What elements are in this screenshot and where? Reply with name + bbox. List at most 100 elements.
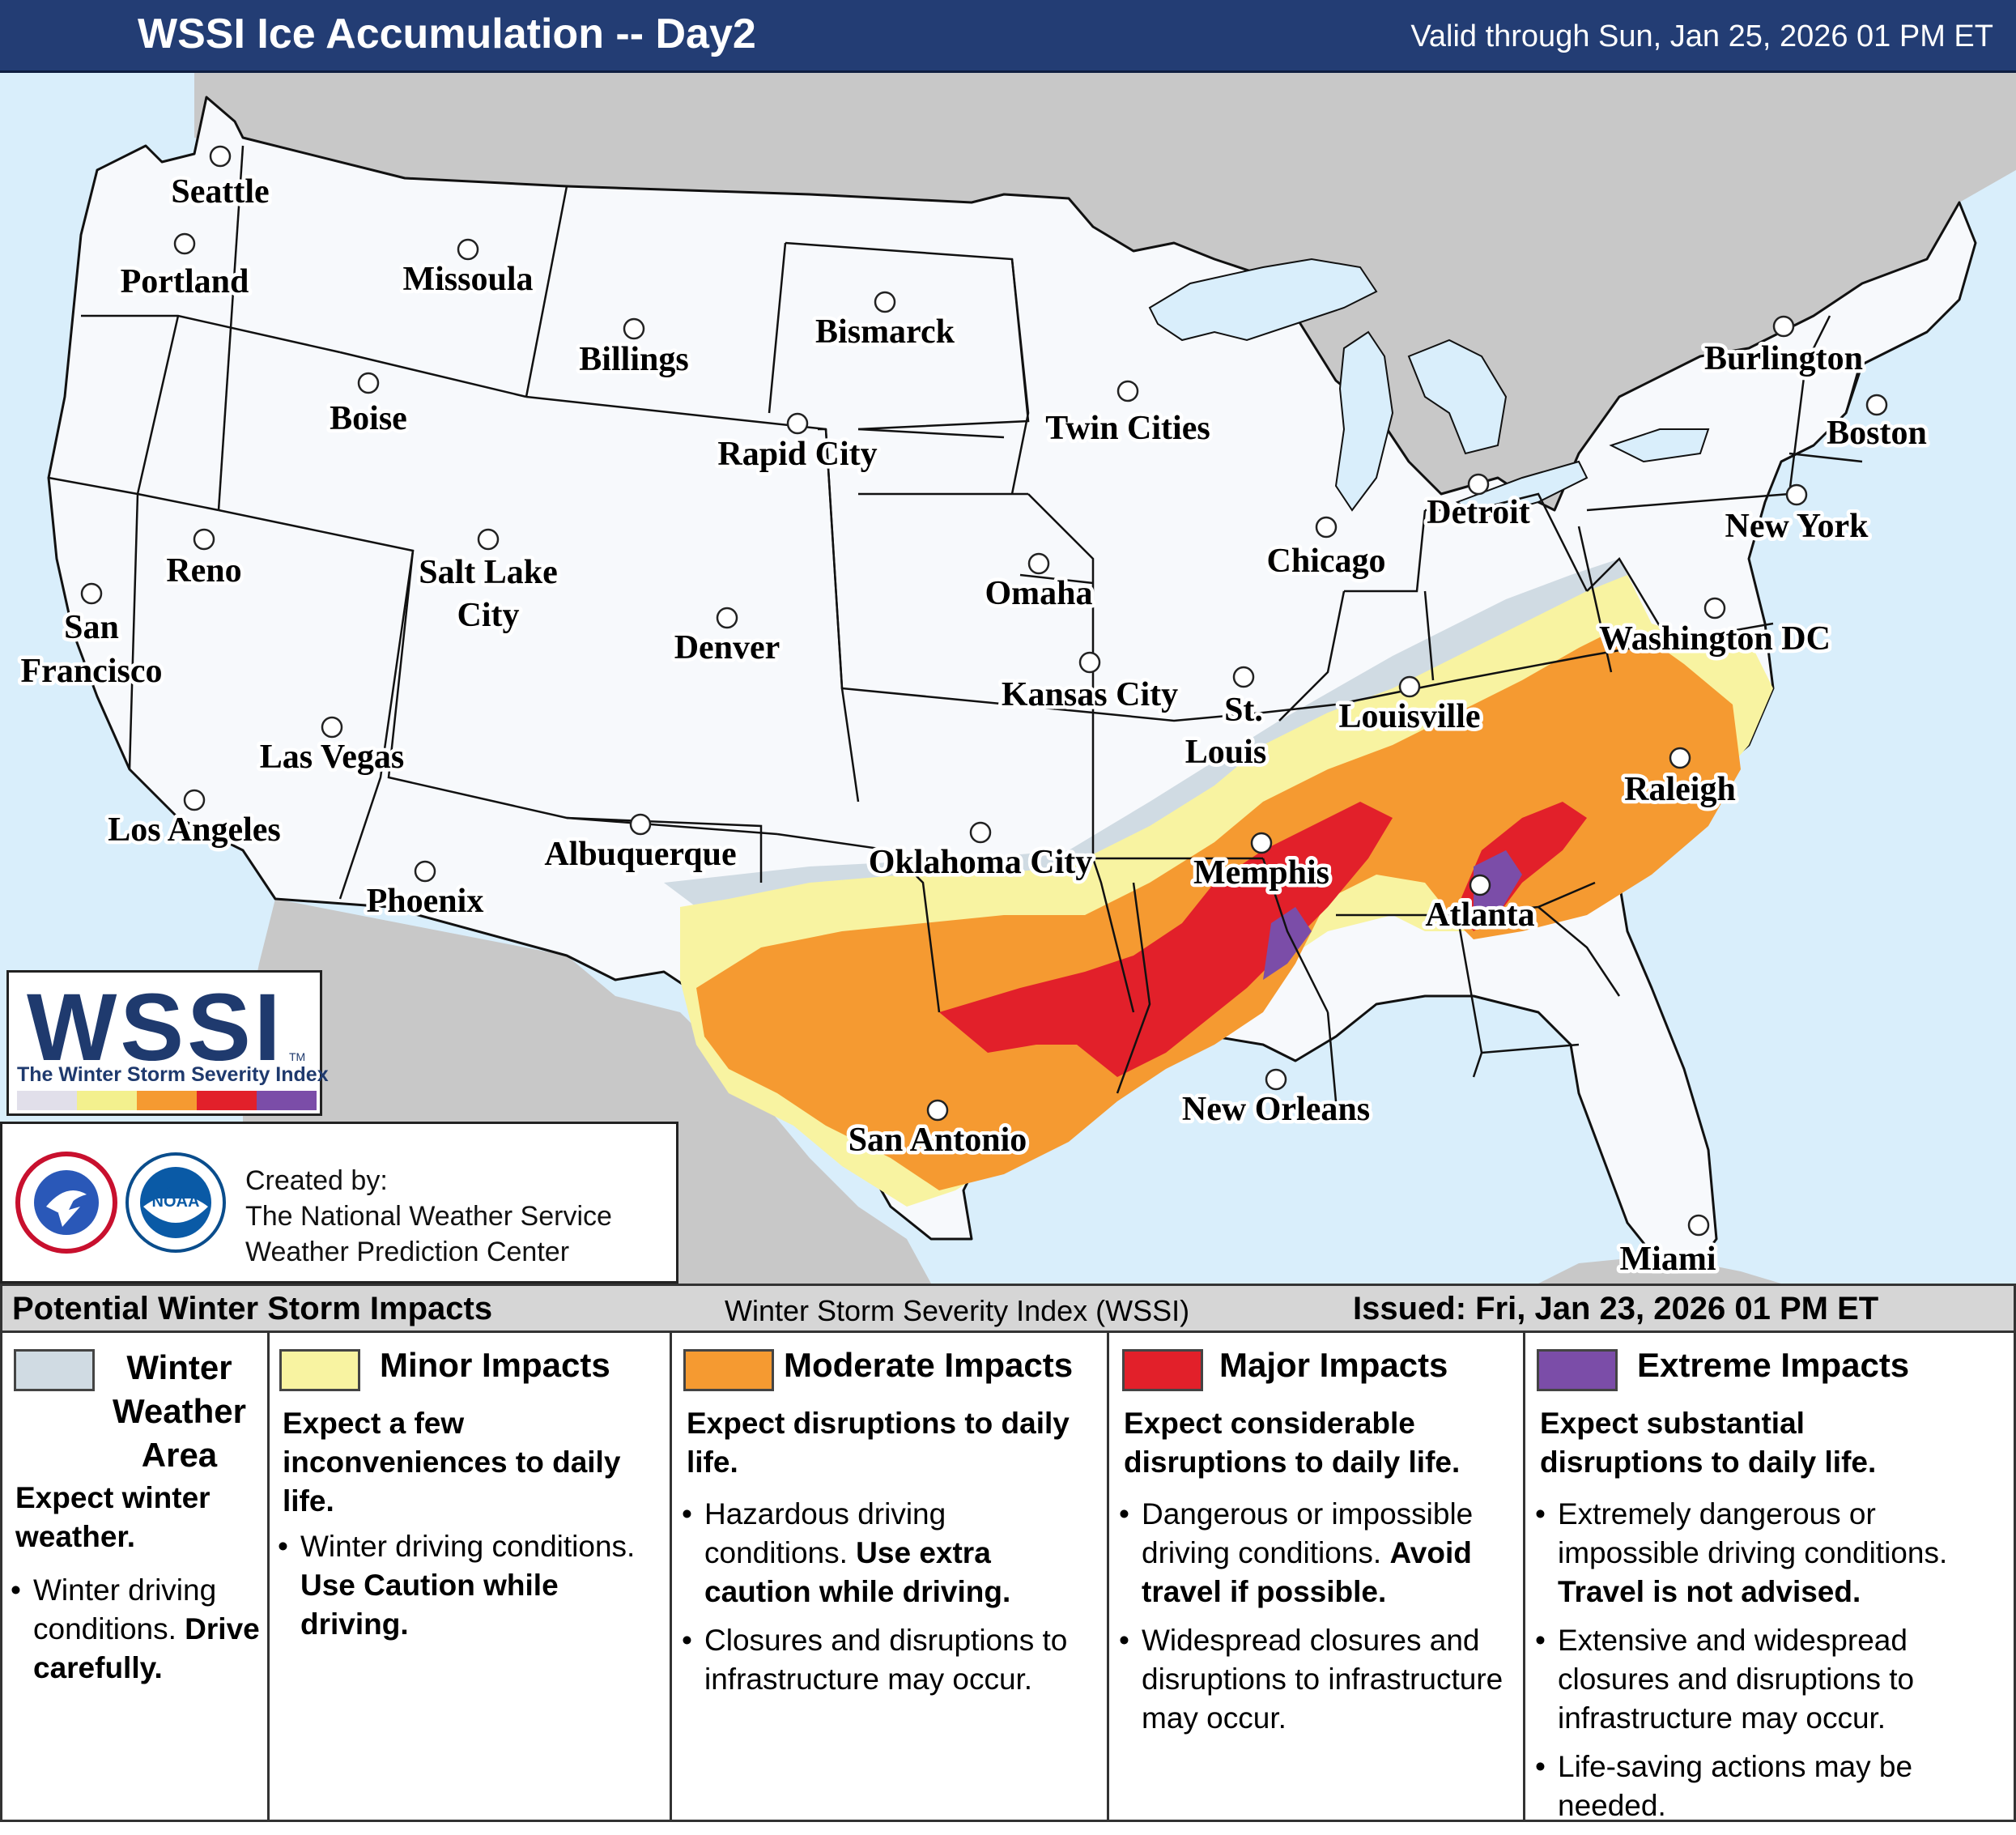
city-marker: Salt Lake City bbox=[415, 528, 561, 638]
svg-text:Kansas City: Kansas City bbox=[1002, 676, 1178, 713]
city-marker: Billings bbox=[576, 317, 692, 382]
great-lake-erie bbox=[1455, 460, 1589, 520]
svg-text:New Orleans: New Orleans bbox=[1182, 1091, 1370, 1128]
svg-text:Phoenix: Phoenix bbox=[367, 883, 484, 920]
great-lake-superior bbox=[1148, 258, 1378, 342]
city-marker: Washington DC bbox=[1596, 597, 1834, 662]
legend-desc-major: Expect considerable disruptions to daily… bbox=[1124, 1407, 1461, 1479]
legend-bullets-winter-weather: Winter driving conditions. Drive careful… bbox=[11, 1571, 270, 1697]
svg-text:Louis: Louis bbox=[1185, 734, 1266, 771]
extreme-impact-zone bbox=[1474, 850, 1522, 923]
legend-bullet: Hazardous driving conditions. Use extra … bbox=[682, 1495, 1095, 1611]
svg-text:Detroit: Detroit bbox=[1427, 494, 1530, 531]
city-marker: Portland bbox=[117, 232, 253, 304]
city-marker: Omaha bbox=[981, 552, 1096, 616]
city-marker: Raleigh bbox=[1621, 747, 1739, 812]
city-marker: New Orleans bbox=[1178, 1068, 1374, 1132]
city-marker: Miami bbox=[1616, 1214, 1720, 1282]
city-marker: Bismarck bbox=[812, 291, 959, 355]
svg-text:Washington DC: Washington DC bbox=[1599, 620, 1831, 658]
legend-title-extreme: Extreme Impacts bbox=[1637, 1346, 1910, 1384]
city-marker: Los Angeles bbox=[104, 789, 284, 853]
city-marker: Rapid City bbox=[714, 412, 881, 477]
city-marker: Twin Cities bbox=[1042, 380, 1214, 451]
ice-impact-zones bbox=[664, 559, 1773, 1207]
legend-col-winter-weather: Winter Weather Area Expect winter weathe… bbox=[2, 1333, 270, 1822]
city-marker: Missoula bbox=[399, 238, 537, 302]
legend-bullet: Closures and disruptions to infrastructu… bbox=[682, 1621, 1095, 1699]
extreme-impact-zone-memphis bbox=[1263, 907, 1312, 980]
svg-text:Oklahoma City: Oklahoma City bbox=[869, 844, 1093, 881]
legend-desc-extreme: Expect substantial disruptions to daily … bbox=[1540, 1407, 1877, 1479]
credit-line-2: The National Weather Service bbox=[245, 1201, 612, 1232]
swatch-minor bbox=[279, 1349, 360, 1391]
svg-text:Louisville: Louisville bbox=[1338, 698, 1480, 735]
nws-logo-icon bbox=[15, 1152, 117, 1254]
major-impact-zone bbox=[939, 802, 1393, 1077]
legend-bullets-extreme: Extremely dangerous or impossible drivin… bbox=[1535, 1495, 2005, 1835]
agency-logos: NOAA bbox=[14, 1150, 232, 1259]
svg-text:New York: New York bbox=[1725, 508, 1869, 545]
legend-bullet: Winter driving conditions. Use Caution w… bbox=[278, 1527, 666, 1644]
legend-title-major: Major Impacts bbox=[1219, 1346, 1448, 1384]
credit-text: Created by: The National Weather Service… bbox=[245, 1163, 612, 1270]
svg-text:Los Angeles: Los Angeles bbox=[108, 811, 281, 849]
legend-bullet: Life-saving actions may be needed. bbox=[1535, 1748, 2005, 1825]
svg-text:Missoula: Missoula bbox=[402, 261, 533, 298]
swatch-major bbox=[1122, 1349, 1203, 1391]
credit-line-3: Weather Prediction Center bbox=[245, 1237, 570, 1267]
city-marker: Seattle bbox=[168, 145, 273, 215]
svg-text:Raleigh: Raleigh bbox=[1624, 771, 1736, 808]
svg-text:San: San bbox=[64, 609, 119, 646]
wssi-color-bar bbox=[17, 1091, 317, 1110]
svg-text:Memphis: Memphis bbox=[1193, 854, 1329, 892]
swatch-extreme bbox=[1537, 1349, 1618, 1391]
header-bar: WSSI Ice Accumulation -- Day2 Valid thro… bbox=[0, 0, 2016, 73]
issued-time: Issued: Fri, Jan 23, 2026 01 PM ET bbox=[1353, 1291, 1879, 1326]
legend-desc-winter-weather: Expect winter weather. bbox=[15, 1481, 211, 1553]
city-marker: Reno bbox=[163, 528, 245, 594]
wssi-logo-text: WSSI bbox=[27, 974, 284, 1081]
city-marker: Memphis bbox=[1190, 832, 1333, 896]
svg-text:Billings: Billings bbox=[579, 341, 688, 378]
noaa-logo-icon: NOAA bbox=[125, 1152, 226, 1253]
svg-text:Twin Cities: Twin Cities bbox=[1045, 410, 1210, 447]
legend-bullets-moderate: Hazardous driving conditions. Use extra … bbox=[682, 1495, 1095, 1709]
great-lake-michigan bbox=[1334, 330, 1394, 512]
legend-bullets-minor: Winter driving conditions. Use Caution w… bbox=[278, 1527, 666, 1654]
legend-col-moderate: Moderate Impacts Expect disruptions to d… bbox=[672, 1333, 1109, 1822]
svg-text:Portland: Portland bbox=[121, 263, 249, 300]
svg-text:Boston: Boston bbox=[1827, 415, 1927, 452]
credit-box: NOAA Created by: The National Weather Se… bbox=[0, 1122, 678, 1284]
svg-text:St.: St. bbox=[1224, 692, 1263, 729]
city-marker: Louisville bbox=[1335, 675, 1484, 739]
legend-bullet: Extensive and widespread closures and di… bbox=[1535, 1621, 2005, 1738]
legend-col-extreme: Extreme Impacts Expect substantial disru… bbox=[1525, 1333, 2016, 1822]
svg-text:Boise: Boise bbox=[330, 400, 407, 437]
city-marker: Boise bbox=[326, 372, 410, 441]
city-marker: Oklahoma City bbox=[865, 821, 1096, 885]
legend-desc-minor: Expect a few inconveniences to daily lif… bbox=[283, 1407, 621, 1518]
legend-title-moderate: Moderate Impacts bbox=[784, 1346, 1074, 1384]
city-marker: St. Louis bbox=[1181, 666, 1270, 775]
legend-bullet: Dangerous or impossible driving conditio… bbox=[1119, 1495, 1524, 1611]
legend-header: Potential Winter Storm Impacts Winter St… bbox=[2, 1286, 2014, 1333]
svg-text:Omaha: Omaha bbox=[985, 575, 1092, 612]
svg-text:Denver: Denver bbox=[674, 629, 780, 666]
city-marker: New York bbox=[1721, 483, 1873, 549]
svg-text:Rapid City: Rapid City bbox=[717, 436, 877, 473]
legend-bullet: Extremely dangerous or impossible drivin… bbox=[1535, 1495, 2005, 1611]
svg-text:Salt Lake: Salt Lake bbox=[419, 554, 558, 591]
svg-text:Chicago: Chicago bbox=[1267, 543, 1386, 580]
legend-title-winter-weather: Winter Weather Area bbox=[113, 1348, 246, 1474]
svg-text:Reno: Reno bbox=[166, 552, 241, 590]
svg-text:Burlington: Burlington bbox=[1704, 340, 1863, 377]
city-markers: Seattle Portland Missoula Billings Bisma… bbox=[17, 145, 1930, 1282]
city-marker: Chicago bbox=[1263, 516, 1389, 584]
city-marker: Burlington bbox=[1700, 315, 1867, 381]
map-title: WSSI Ice Accumulation -- Day2 bbox=[138, 11, 756, 57]
great-lake-huron bbox=[1407, 338, 1508, 455]
svg-text:Atlanta: Atlanta bbox=[1425, 896, 1534, 934]
map-svg: Seattle Portland Missoula Billings Bisma… bbox=[17, 73, 2016, 1284]
svg-text:Albuquerque: Albuquerque bbox=[544, 836, 736, 873]
